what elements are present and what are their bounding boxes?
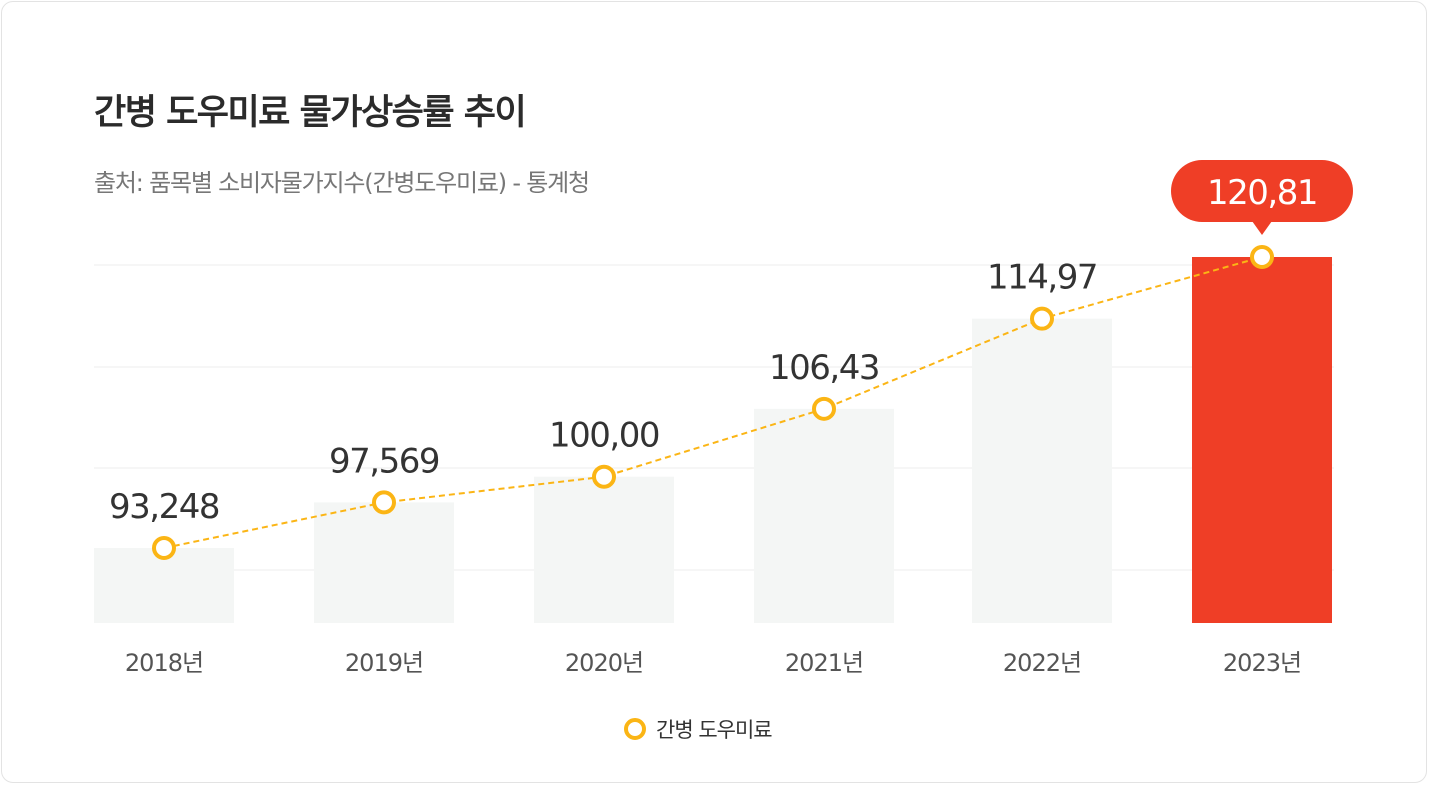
data-label: 120,81 bbox=[1207, 173, 1317, 213]
data-label: 114,97 bbox=[987, 258, 1097, 298]
data-label: 97,569 bbox=[329, 441, 439, 481]
x-tick-label: 2022년 bbox=[1003, 649, 1081, 677]
bar bbox=[972, 318, 1112, 623]
chart-title: 간병 도우미료 물가상승률 추이 bbox=[94, 93, 527, 133]
legend-marker-icon bbox=[624, 718, 646, 740]
bar bbox=[754, 408, 894, 623]
chart-source: 출처: 품목별 소비자물가지수(간병도우미료) - 통계청 bbox=[94, 169, 590, 197]
x-tick-label: 2020년 bbox=[565, 649, 643, 677]
series-line bbox=[163, 256, 1263, 549]
data-point bbox=[812, 396, 836, 421]
bar bbox=[1192, 257, 1332, 623]
data-label: 93,248 bbox=[109, 487, 219, 527]
legend: 간병 도우미료 bbox=[624, 714, 773, 744]
data-point bbox=[372, 490, 396, 515]
x-tick-label: 2021년 bbox=[785, 649, 863, 677]
data-label: 106,43 bbox=[769, 348, 879, 388]
x-tick-label: 2023년 bbox=[1223, 649, 1301, 677]
x-tick-label: 2019년 bbox=[345, 649, 423, 677]
legend-label: 간병 도우미료 bbox=[656, 718, 773, 742]
data-point bbox=[1250, 245, 1274, 269]
callout-pointer bbox=[1252, 221, 1272, 235]
bar bbox=[534, 476, 674, 623]
data-label: 100,00 bbox=[549, 416, 659, 456]
bar bbox=[314, 502, 454, 623]
data-point bbox=[1030, 306, 1054, 331]
bar bbox=[94, 548, 234, 623]
x-tick-label: 2018년 bbox=[125, 649, 203, 677]
highlight-callout bbox=[1171, 160, 1353, 222]
data-point bbox=[152, 536, 176, 560]
data-point bbox=[592, 464, 616, 489]
